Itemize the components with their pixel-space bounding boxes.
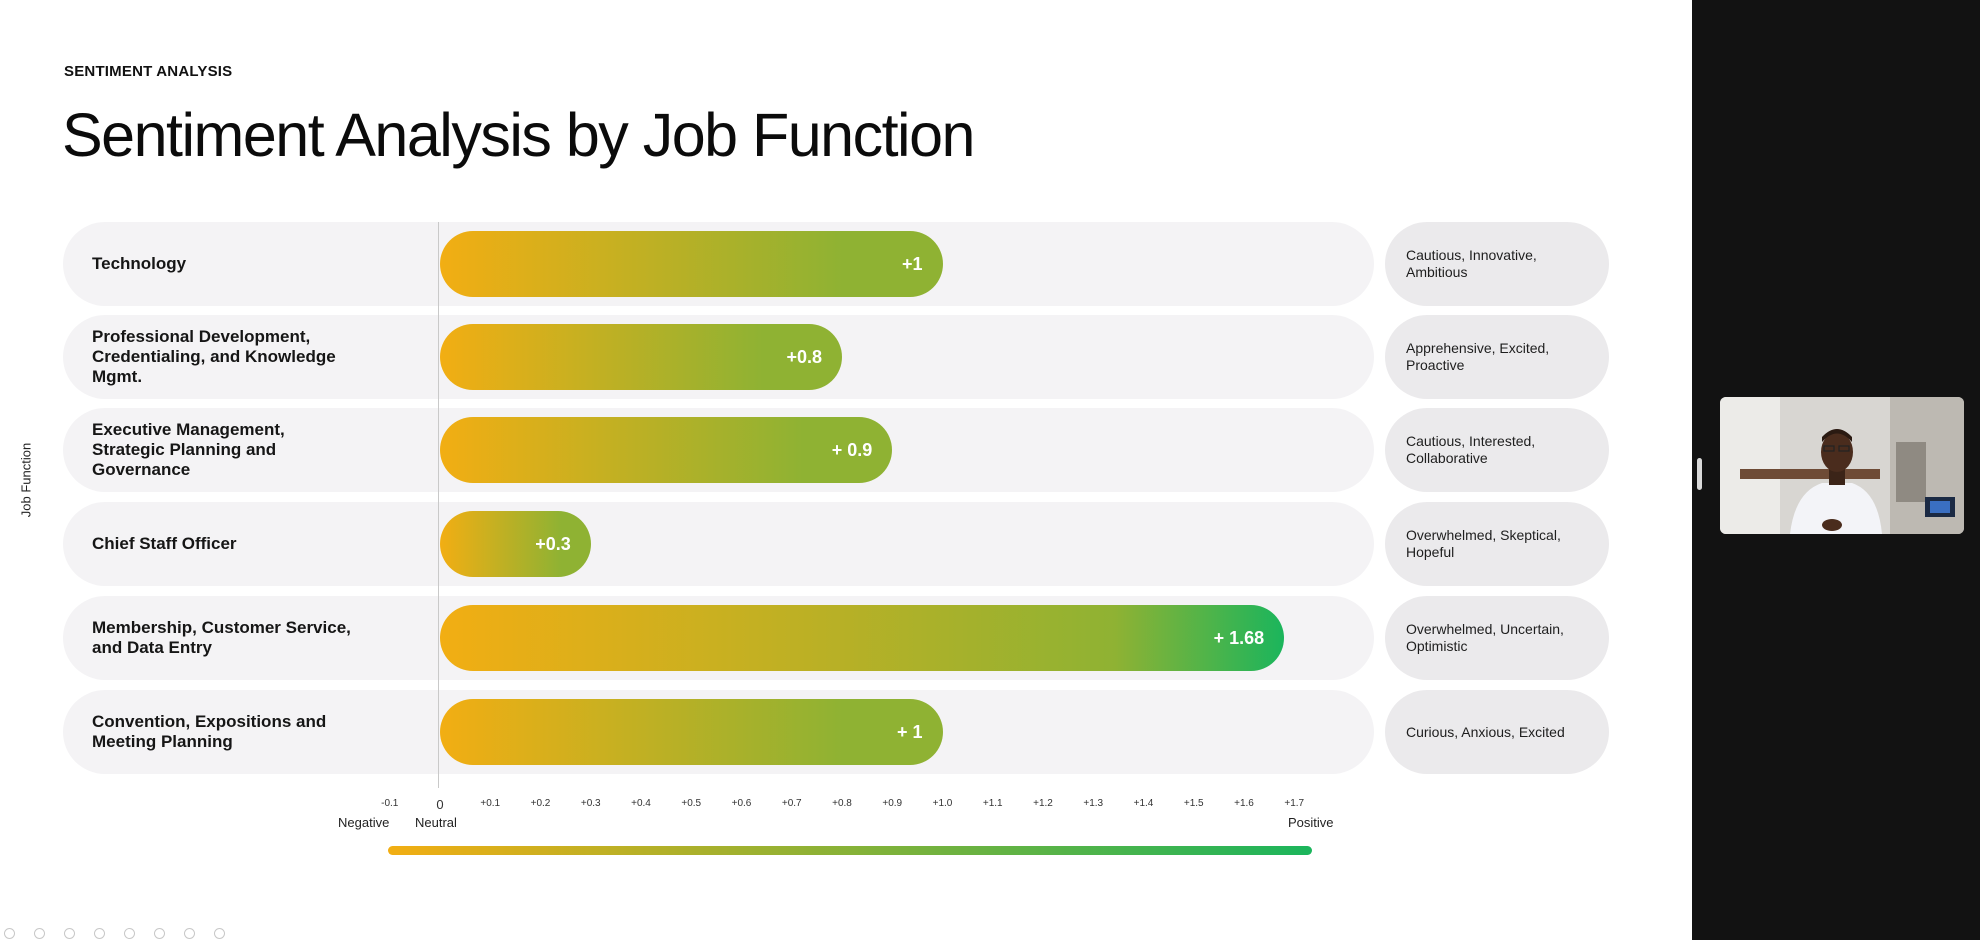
- row-category-label: Executive Management, Strategic Planning…: [92, 420, 285, 479]
- row-background: [63, 502, 1374, 586]
- descriptor-text: Cautious, Innovative, Ambitious: [1406, 247, 1537, 280]
- participant-video-tile[interactable]: [1720, 397, 1964, 534]
- x-tick-label: +1.0: [932, 798, 953, 809]
- x-tick-label: +1.1: [982, 798, 1003, 809]
- x-tick-label: +0.9: [882, 798, 903, 809]
- row-category-label: Technology: [92, 254, 187, 273]
- row-category-label: Professional Development, Credentialing,…: [92, 327, 336, 386]
- x-tick-label: +0.7: [781, 798, 802, 809]
- sentiment-bar: +0.8: [440, 324, 842, 390]
- x-tick-label: +1.6: [1234, 798, 1254, 809]
- pen-icon[interactable]: [64, 928, 75, 939]
- slide-title: Sentiment Analysis by Job Function: [62, 101, 975, 169]
- descriptor-text: Apprehensive, Excited, Proactive: [1406, 340, 1550, 373]
- sentiment-descriptor-pill: Cautious, Innovative, Ambitious: [1385, 222, 1609, 306]
- axis-label-positive: Positive: [1288, 815, 1334, 830]
- back-icon[interactable]: [4, 928, 15, 939]
- x-tick-label: +0.8: [832, 798, 852, 809]
- x-tick-label: +1.3: [1083, 798, 1104, 809]
- axis-label-neutral: Neutral: [415, 815, 457, 830]
- x-tick-label: +0.6: [731, 798, 752, 809]
- bar-value-label: +1: [901, 253, 923, 274]
- presentation-slide: SENTIMENT ANALYSIS Sentiment Analysis by…: [0, 63, 1609, 940]
- more-icon[interactable]: [214, 928, 225, 939]
- x-tick-label: +0.2: [530, 798, 551, 809]
- sentiment-bar: +0.3: [440, 511, 591, 577]
- x-tick-label: +0.4: [631, 798, 651, 809]
- presenter-toolbar: [0, 928, 225, 940]
- x-tick-label: -0.1: [381, 798, 399, 809]
- y-axis-label: Job Function: [18, 442, 34, 518]
- highlighter-icon[interactable]: [94, 928, 105, 939]
- sentiment-bar: +1: [440, 231, 943, 297]
- x-tick-label: +1.2: [1033, 798, 1053, 809]
- sentiment-descriptor-pill: Overwhelmed, Skeptical, Hopeful: [1385, 502, 1609, 586]
- slide-eyebrow: SENTIMENT ANALYSIS: [64, 63, 233, 80]
- descriptor-text: Curious, Anxious, Excited: [1406, 723, 1565, 740]
- row-category-label: Membership, Customer Service, and Data E…: [92, 618, 351, 657]
- x-tick-label: +1.7: [1284, 798, 1305, 809]
- bar-value-label: + 1.68: [1213, 627, 1265, 648]
- screen-icon[interactable]: [184, 928, 195, 939]
- zoom-icon[interactable]: [124, 928, 135, 939]
- x-tick-label: +0.1: [480, 798, 501, 809]
- row-category-label: Convention, Expositions and Meeting Plan…: [92, 712, 327, 751]
- bar-value-label: + 1: [896, 721, 923, 742]
- x-tick-label: 0: [436, 797, 444, 812]
- bar-value-label: +0.3: [535, 533, 571, 554]
- participant-video-image: [1720, 397, 1964, 534]
- sentiment-descriptor-pill: Curious, Anxious, Excited: [1385, 690, 1609, 774]
- descriptor-text: Overwhelmed, Skeptical, Hopeful: [1406, 527, 1561, 560]
- descriptor-text: Overwhelmed, Uncertain, Optimistic: [1406, 621, 1564, 654]
- bar-value-label: + 0.9: [831, 439, 873, 460]
- x-tick-label: +1.5: [1183, 798, 1204, 809]
- bar-value-label: +0.8: [786, 346, 822, 367]
- row-category-label: Chief Staff Officer: [92, 534, 237, 553]
- sentiment-descriptor-pill: Overwhelmed, Uncertain, Optimistic: [1385, 596, 1609, 680]
- sentiment-bar: + 1.68: [440, 605, 1285, 671]
- neutral-zero-line: [438, 222, 439, 788]
- axis-label-negative: Negative: [338, 815, 390, 830]
- sentiment-bar: + 0.9: [440, 417, 893, 483]
- caption-icon[interactable]: [154, 928, 165, 939]
- descriptor-text: Cautious, Interested, Collaborative: [1406, 433, 1536, 466]
- sentiment-descriptor-pill: Cautious, Interested, Collaborative: [1385, 408, 1609, 492]
- sentiment-descriptor-pill: Apprehensive, Excited, Proactive: [1385, 315, 1609, 399]
- x-tick-label: +0.3: [580, 798, 601, 809]
- sidebar-resize-handle[interactable]: [1697, 458, 1702, 490]
- forward-icon[interactable]: [34, 928, 45, 939]
- x-tick-label: +0.5: [681, 798, 702, 809]
- sentiment-scale-bar: [388, 846, 1312, 855]
- x-tick-label: +1.4: [1133, 798, 1154, 809]
- sentiment-bar: + 1: [440, 699, 943, 765]
